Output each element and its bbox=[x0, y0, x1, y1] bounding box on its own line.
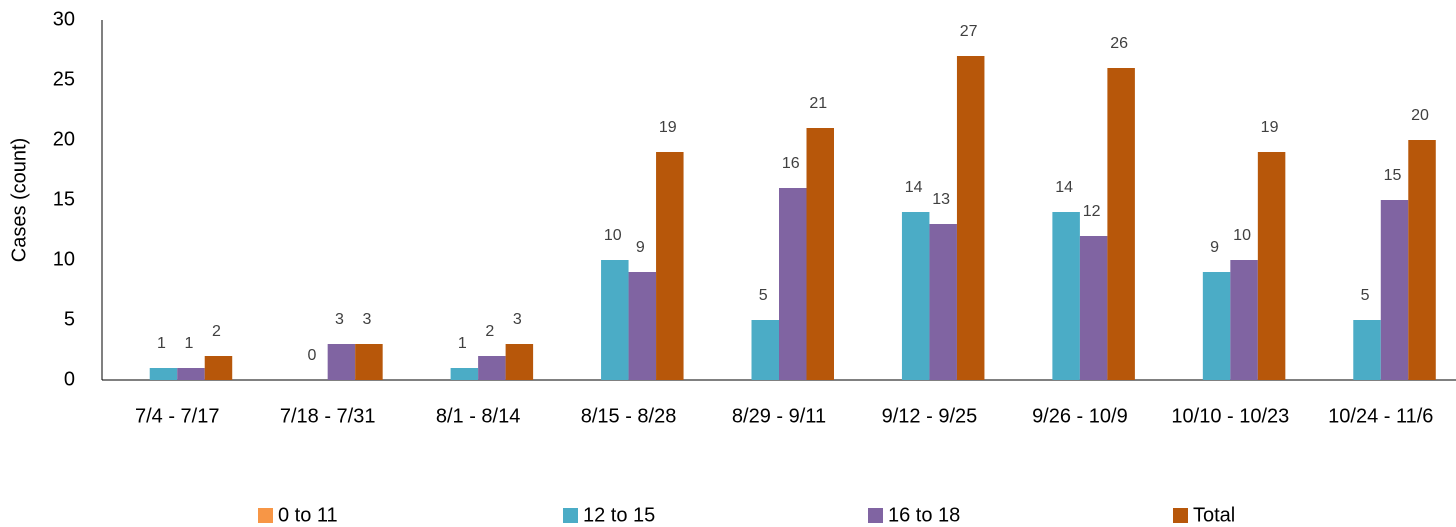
bar bbox=[177, 368, 205, 380]
data-label: 12 bbox=[1083, 203, 1101, 220]
x-tick-label: 7/18 - 7/31 bbox=[280, 405, 376, 427]
data-label: 1 bbox=[458, 335, 467, 352]
x-tick-label: 7/4 - 7/17 bbox=[135, 405, 220, 427]
bar bbox=[1230, 260, 1258, 380]
data-label: 2 bbox=[485, 323, 494, 340]
bar bbox=[656, 152, 684, 380]
data-label: 5 bbox=[1361, 287, 1370, 304]
data-label: 1 bbox=[185, 335, 194, 352]
y-tick-label: 5 bbox=[64, 308, 75, 330]
bar bbox=[1107, 68, 1135, 380]
x-tick-label: 8/1 - 8/14 bbox=[436, 405, 521, 427]
y-tick-label: 15 bbox=[53, 188, 75, 210]
bar bbox=[355, 344, 383, 380]
data-label: 27 bbox=[960, 23, 978, 40]
bar bbox=[1353, 320, 1381, 380]
bar bbox=[1202, 272, 1231, 380]
bar bbox=[1380, 200, 1409, 380]
bar bbox=[929, 224, 957, 380]
y-tick-label: 20 bbox=[53, 128, 75, 150]
data-label: 9 bbox=[1210, 239, 1219, 256]
data-label: 20 bbox=[1411, 107, 1429, 124]
data-label: 26 bbox=[1110, 35, 1128, 52]
bar bbox=[1257, 152, 1286, 380]
y-tick-label: 10 bbox=[53, 248, 75, 270]
data-label: 10 bbox=[1233, 227, 1251, 244]
bar bbox=[806, 128, 834, 380]
bar bbox=[901, 212, 930, 380]
legend-label: 16 to 18 bbox=[888, 504, 960, 526]
data-label: 14 bbox=[905, 179, 923, 196]
data-label: 15 bbox=[1384, 167, 1402, 184]
data-label: 19 bbox=[659, 119, 677, 136]
legend-swatch bbox=[868, 508, 883, 523]
data-label: 3 bbox=[362, 311, 371, 328]
bar bbox=[327, 344, 356, 380]
x-tick-label: 10/24 - 11/6 bbox=[1328, 405, 1433, 427]
data-label: 3 bbox=[513, 311, 522, 328]
data-label: 21 bbox=[809, 95, 827, 112]
x-tick-label: 9/12 - 9/25 bbox=[882, 405, 978, 427]
bar bbox=[478, 356, 506, 380]
data-label: 1 bbox=[157, 335, 166, 352]
bar bbox=[956, 56, 985, 380]
y-tick-label: 30 bbox=[53, 8, 75, 30]
legend-swatch bbox=[258, 508, 273, 523]
x-tick-label: 9/26 - 10/9 bbox=[1032, 405, 1128, 427]
legend-label: 12 to 15 bbox=[583, 504, 655, 526]
data-label: 14 bbox=[1055, 179, 1073, 196]
bar bbox=[1408, 140, 1436, 380]
data-label: 16 bbox=[782, 155, 800, 172]
bar bbox=[601, 260, 629, 380]
bar bbox=[505, 344, 534, 380]
x-tick-label: 8/15 - 8/28 bbox=[581, 405, 677, 427]
bar bbox=[779, 188, 807, 380]
bar bbox=[1079, 236, 1108, 380]
bar bbox=[149, 368, 178, 380]
bar bbox=[204, 356, 233, 380]
data-label: 13 bbox=[932, 191, 950, 208]
legend-label: 0 to 11 bbox=[278, 504, 338, 526]
x-tick-label: 8/29 - 9/11 bbox=[732, 405, 826, 427]
data-label: 9 bbox=[636, 239, 645, 256]
data-label: 5 bbox=[759, 287, 768, 304]
x-tick-label: 10/10 - 10/23 bbox=[1171, 405, 1289, 427]
data-label: 0 bbox=[307, 347, 316, 364]
y-tick-label: 0 bbox=[64, 368, 75, 390]
bar bbox=[751, 320, 779, 380]
bar bbox=[450, 368, 479, 380]
data-label: 19 bbox=[1261, 119, 1279, 136]
legend-swatch bbox=[1173, 508, 1188, 523]
y-tick-label: 25 bbox=[53, 68, 75, 90]
data-label: 2 bbox=[212, 323, 221, 340]
bar bbox=[628, 272, 657, 380]
data-label: 3 bbox=[335, 311, 344, 328]
bar bbox=[1052, 212, 1080, 380]
legend-swatch bbox=[563, 508, 578, 523]
legend-label: Total bbox=[1193, 504, 1235, 526]
data-label: 10 bbox=[604, 227, 622, 244]
y-axis-title: Cases (count) bbox=[8, 138, 30, 263]
